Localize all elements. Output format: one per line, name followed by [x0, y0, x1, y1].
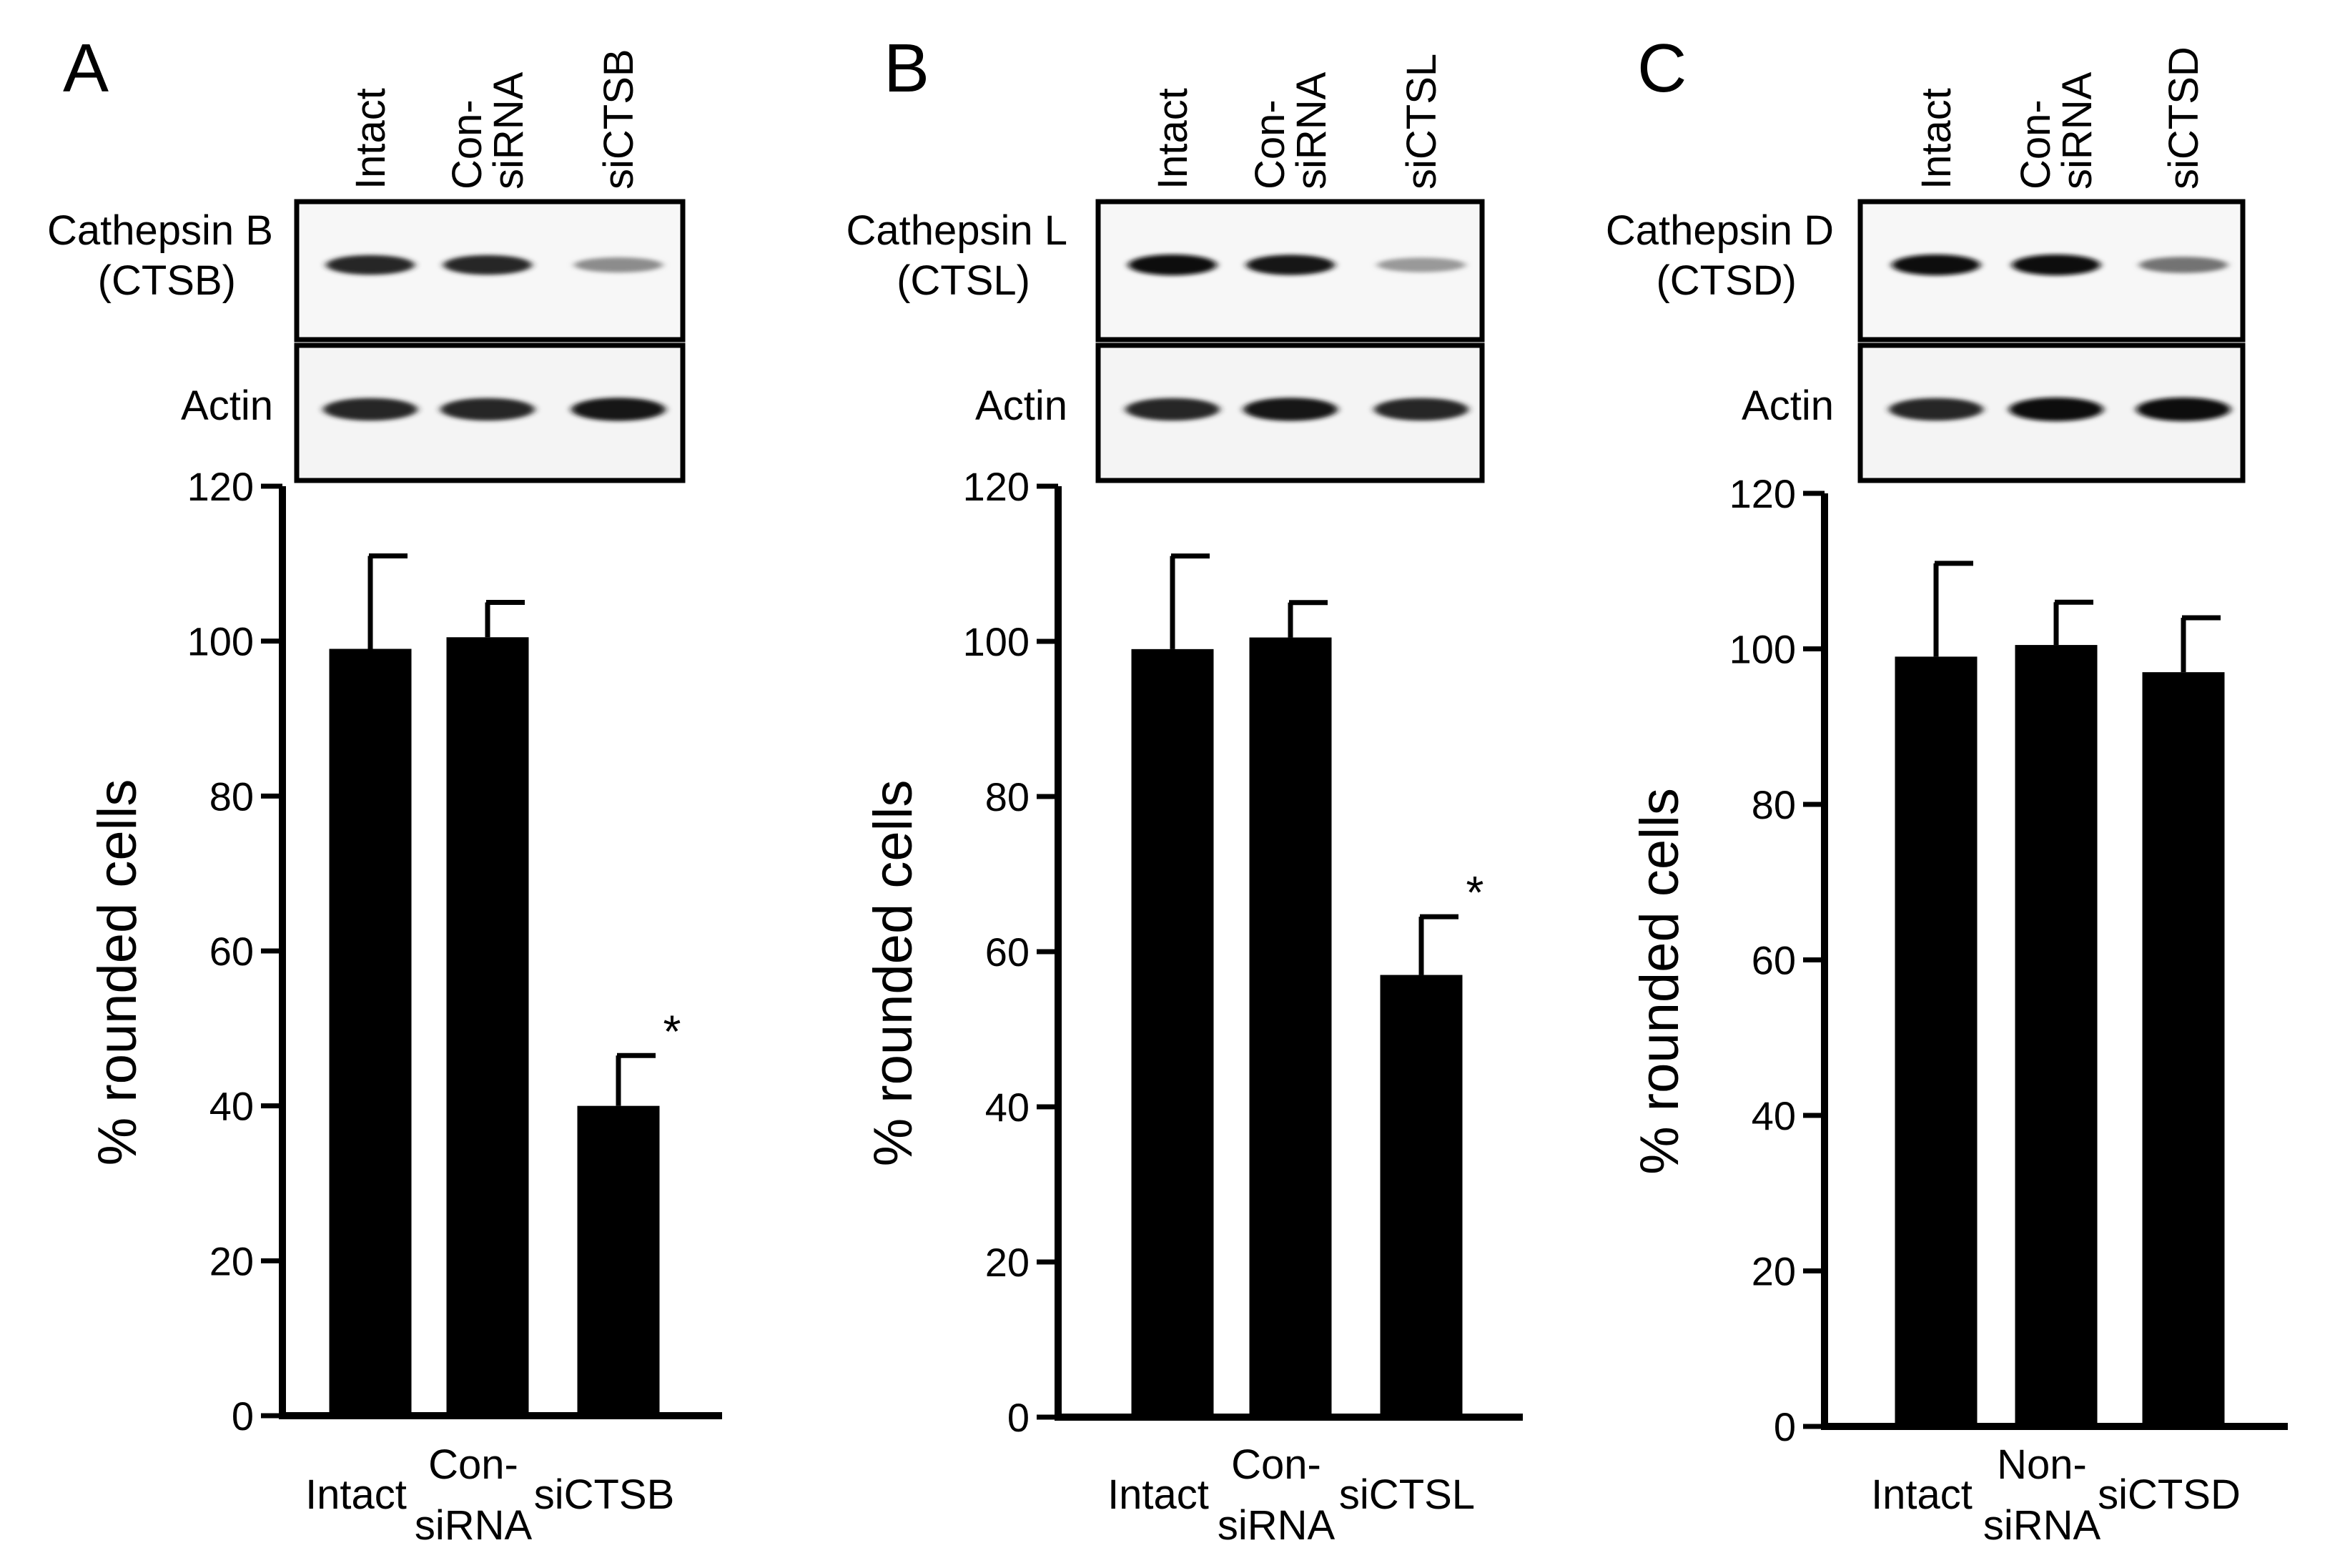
bar — [1895, 656, 1978, 1426]
lane-label: Con- — [1247, 99, 1293, 189]
y-axis-title: % rounded cells — [1629, 788, 1690, 1175]
category-label: siRNA — [1218, 1502, 1336, 1549]
y-tick-label: 120 — [963, 464, 1030, 509]
bar — [577, 1105, 660, 1416]
target-band — [574, 257, 663, 273]
western-blot: Intact Con-siRNA siCTSL Cathepsin L(CTSL) Ac… — [846, 54, 1485, 483]
y-tick-label: 0 — [1007, 1395, 1030, 1440]
target-band — [1377, 257, 1466, 272]
y-tick-label: 80 — [209, 774, 254, 819]
y-tick-label: 40 — [209, 1084, 254, 1129]
bar-chart: * 0 20 40 60 80 100 120 % rounded cells Intact Con… — [863, 464, 1523, 1549]
category-label: siCTSD — [2098, 1471, 2241, 1518]
bar — [1131, 649, 1214, 1417]
bar — [1380, 975, 1463, 1417]
y-tick-label: 80 — [1752, 782, 1796, 827]
panel-letter: C — [1637, 30, 1687, 107]
target-band — [326, 255, 415, 275]
y-tick-label: 60 — [209, 929, 254, 974]
target-band — [1892, 254, 1980, 276]
bar — [2015, 645, 2098, 1426]
target-band — [2012, 254, 2100, 276]
y-tick-label: 100 — [963, 619, 1030, 664]
panel-letter: B — [884, 30, 929, 107]
category-label: Intact — [305, 1471, 407, 1518]
lane-label: Intact — [1913, 88, 1960, 189]
actin-band — [2009, 397, 2103, 422]
actin-band — [1889, 398, 1983, 421]
lane-label: Intact — [1150, 88, 1196, 189]
y-tick-label: 120 — [187, 464, 254, 509]
target-protein-abbrev: (CTSB) — [98, 257, 236, 304]
bar — [1249, 637, 1332, 1418]
loading-control-label: Actin — [1742, 383, 1834, 429]
y-tick-label: 40 — [1752, 1093, 1796, 1138]
category-label: siRNA — [415, 1502, 533, 1549]
category-label: Con- — [1231, 1441, 1321, 1488]
y-tick-label: 100 — [1729, 627, 1796, 672]
y-tick-label: 100 — [187, 619, 254, 664]
bar-chart: 0 20 40 60 80 100 120 % rounded cells Intact Non-… — [1629, 471, 2288, 1549]
y-tick-label: 20 — [1752, 1249, 1796, 1294]
actin-band — [1374, 398, 1468, 421]
actin-band — [571, 398, 666, 421]
bar — [2142, 672, 2225, 1426]
lane-label: siCTSL — [1398, 54, 1445, 189]
loading-control-label: Actin — [181, 383, 273, 429]
target-protein-label: Cathepsin D — [1606, 207, 1834, 254]
lane-label: siRNA — [1288, 72, 1335, 189]
y-tick-label: 60 — [985, 930, 1030, 975]
western-blot: Intact Con-siRNA siCTSD Cathepsin D(CTSD) Ac… — [1606, 46, 2246, 483]
target-band — [1128, 254, 1217, 276]
y-tick-label: 40 — [985, 1085, 1030, 1130]
y-axis-title: % rounded cells — [863, 780, 924, 1167]
category-label: Intact — [1871, 1471, 1973, 1518]
target-protein-abbrev: (CTSL) — [897, 257, 1030, 304]
significance-marker: * — [663, 1005, 681, 1057]
actin-band — [2136, 397, 2231, 422]
y-tick-label: 60 — [1752, 938, 1796, 983]
panel-letter: A — [63, 30, 109, 107]
category-label: siCTSB — [534, 1471, 675, 1518]
y-tick-label: 0 — [232, 1394, 254, 1439]
category-label: siCTSL — [1339, 1471, 1475, 1518]
y-tick-label: 120 — [1729, 471, 1796, 516]
bar — [446, 637, 529, 1416]
y-axis-title: % rounded cells — [87, 779, 148, 1166]
bar — [329, 649, 412, 1416]
lane-label: Con- — [2013, 99, 2059, 189]
actin-band — [440, 398, 535, 421]
y-tick-label: 80 — [985, 774, 1030, 819]
lane-label: siCTSB — [596, 49, 642, 189]
actin-band — [1243, 398, 1338, 421]
y-tick-label: 20 — [209, 1238, 254, 1283]
category-label: siRNA — [1983, 1502, 2101, 1549]
lane-label: siRNA — [485, 72, 532, 189]
bar-chart: * 0 20 40 60 80 100 120 % rounded cells Intact Con… — [87, 464, 722, 1549]
lane-label: Con- — [444, 99, 490, 189]
actin-band — [1125, 398, 1220, 421]
lane-label: Intact — [347, 88, 394, 189]
western-blot: Intact Con-siRNA siCTSB Cathepsin B(CTSB) Ac… — [47, 49, 686, 483]
y-tick-label: 0 — [1774, 1404, 1796, 1449]
target-protein-label: Cathepsin B — [47, 207, 273, 254]
target-band — [2139, 257, 2228, 273]
target-band — [1246, 255, 1335, 275]
loading-control-label: Actin — [975, 383, 1067, 429]
target-protein-label: Cathepsin L — [846, 207, 1067, 254]
y-tick-label: 20 — [985, 1240, 1030, 1285]
lane-label: siCTSD — [2161, 46, 2207, 189]
target-band — [443, 255, 532, 275]
lane-label: siRNA — [2054, 72, 2100, 189]
target-protein-abbrev: (CTSD) — [1656, 257, 1797, 304]
significance-marker: * — [1466, 867, 1484, 918]
actin-band — [323, 398, 418, 421]
category-label: Con- — [428, 1441, 518, 1488]
category-label: Non- — [1997, 1441, 2087, 1488]
category-label: Intact — [1107, 1471, 1209, 1518]
